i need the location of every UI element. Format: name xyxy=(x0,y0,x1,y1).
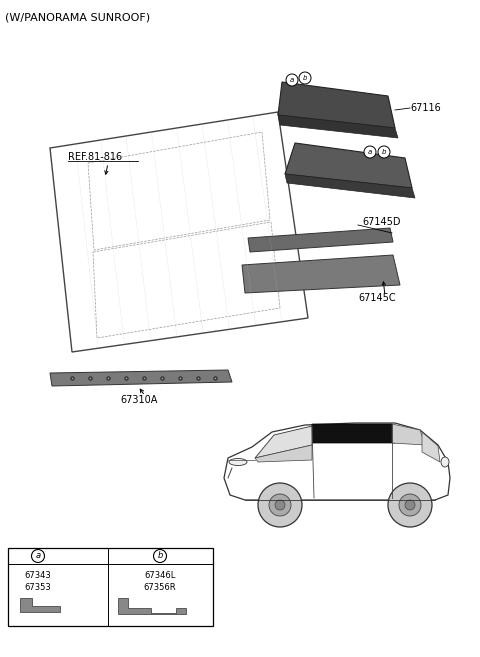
Circle shape xyxy=(405,500,415,510)
Text: a: a xyxy=(36,551,41,560)
Circle shape xyxy=(154,549,167,562)
Circle shape xyxy=(364,146,376,158)
Text: b: b xyxy=(303,75,307,81)
Text: b: b xyxy=(382,149,386,155)
Circle shape xyxy=(399,494,421,516)
Circle shape xyxy=(269,494,291,516)
Polygon shape xyxy=(285,174,415,198)
Circle shape xyxy=(275,500,285,510)
Text: 67116: 67116 xyxy=(410,103,441,113)
Polygon shape xyxy=(278,115,398,138)
Text: 67353: 67353 xyxy=(24,583,51,593)
Ellipse shape xyxy=(229,459,247,466)
Polygon shape xyxy=(255,426,312,458)
Polygon shape xyxy=(118,598,186,614)
Text: 67356R: 67356R xyxy=(144,583,176,593)
Text: a: a xyxy=(368,149,372,155)
Circle shape xyxy=(388,483,432,527)
Text: (W/PANORAMA SUNROOF): (W/PANORAMA SUNROOF) xyxy=(5,12,150,22)
Polygon shape xyxy=(285,143,412,188)
Text: 67310A: 67310A xyxy=(120,395,157,405)
Circle shape xyxy=(286,74,298,86)
Text: 67145D: 67145D xyxy=(362,217,400,227)
Polygon shape xyxy=(312,424,395,443)
Polygon shape xyxy=(278,82,395,128)
Text: b: b xyxy=(157,551,163,560)
Circle shape xyxy=(32,549,45,562)
Text: REF.81-816: REF.81-816 xyxy=(68,152,122,162)
Polygon shape xyxy=(248,228,393,252)
Polygon shape xyxy=(242,255,400,293)
Text: 67343: 67343 xyxy=(24,572,51,581)
Text: a: a xyxy=(290,77,294,83)
Polygon shape xyxy=(20,598,60,612)
Text: 67346L: 67346L xyxy=(144,572,176,581)
FancyBboxPatch shape xyxy=(8,548,213,626)
Text: 67145C: 67145C xyxy=(358,293,396,303)
Ellipse shape xyxy=(441,457,449,467)
Polygon shape xyxy=(392,424,425,445)
Circle shape xyxy=(258,483,302,527)
Polygon shape xyxy=(50,370,232,386)
Polygon shape xyxy=(422,432,440,462)
Polygon shape xyxy=(255,445,312,462)
Circle shape xyxy=(378,146,390,158)
Circle shape xyxy=(299,72,311,84)
